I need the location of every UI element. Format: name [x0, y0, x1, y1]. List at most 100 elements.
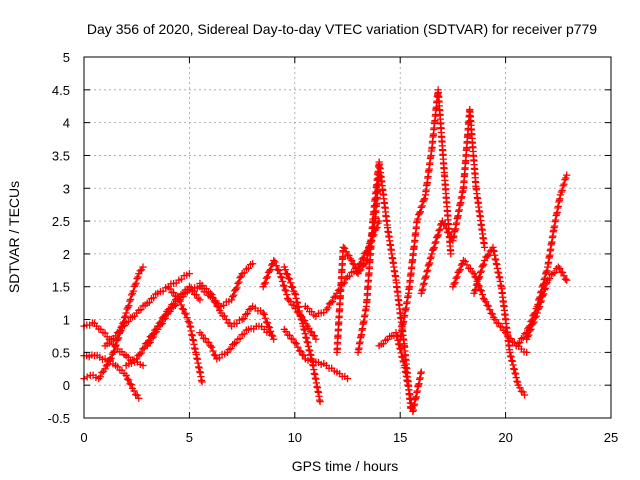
- y-tick-label: 4: [63, 116, 70, 131]
- data-point: [126, 297, 134, 305]
- data-point: [524, 333, 532, 341]
- data-point: [442, 224, 450, 233]
- data-point: [470, 270, 478, 278]
- series-track-v: [523, 263, 571, 343]
- data-point: [542, 280, 550, 288]
- data-point: [154, 325, 162, 333]
- data-point: [265, 267, 274, 275]
- data-point: [537, 297, 545, 305]
- data-point: [345, 251, 353, 260]
- data-point: [209, 347, 217, 355]
- data-point: [281, 286, 289, 294]
- data-point: [243, 309, 251, 318]
- y-tick-label: 5: [63, 50, 70, 65]
- data-point: [348, 256, 356, 265]
- data-point: [132, 390, 140, 399]
- data-point: [192, 291, 201, 299]
- data-point: [285, 331, 294, 339]
- data-point: [539, 291, 547, 299]
- series-track-h: [196, 279, 278, 343]
- data-point: [127, 291, 136, 299]
- data-point: [136, 267, 144, 275]
- data-point: [286, 279, 295, 287]
- data-point: [349, 260, 357, 268]
- data-point: [149, 294, 158, 302]
- data-point: [130, 282, 138, 291]
- data-point: [129, 287, 137, 295]
- data-point: [541, 284, 549, 292]
- data-point: [417, 203, 425, 211]
- data-point: [494, 319, 503, 327]
- data-point: [260, 310, 268, 319]
- data-point: [451, 279, 459, 287]
- series-track-l: [280, 325, 352, 383]
- data-point: [453, 273, 461, 281]
- data-point: [132, 279, 140, 287]
- data-point: [351, 264, 360, 272]
- data-point: [480, 243, 489, 251]
- data-point: [479, 261, 487, 270]
- data-point: [282, 269, 290, 278]
- data-point: [260, 280, 268, 288]
- data-point: [211, 352, 220, 360]
- data-point: [234, 279, 242, 288]
- data-point: [430, 243, 438, 252]
- data-point: [181, 309, 189, 317]
- data-point: [177, 301, 185, 309]
- data-point: [161, 314, 169, 322]
- data-point: [523, 348, 531, 356]
- data-point: [540, 286, 549, 294]
- data-point: [185, 270, 193, 278]
- data-point: [107, 354, 115, 362]
- axis-ticks: [83, 56, 612, 419]
- data-point: [134, 273, 142, 281]
- data-point: [426, 254, 435, 263]
- data-point: [477, 287, 485, 295]
- data-point: [227, 296, 236, 304]
- data-point: [476, 273, 484, 281]
- data-point: [543, 267, 551, 275]
- data-point: [206, 289, 215, 297]
- chart-title: Day 356 of 2020, Sidereal Day-to-day VTE…: [87, 21, 597, 37]
- data-point: [305, 324, 313, 332]
- data-point: [433, 232, 442, 240]
- data-point: [432, 238, 440, 246]
- data-point: [261, 279, 269, 287]
- data-point: [308, 328, 316, 336]
- data-point: [103, 361, 112, 369]
- data-point: [283, 291, 291, 299]
- data-point: [289, 335, 297, 343]
- x-tick-label: 25: [604, 430, 618, 445]
- data-point: [477, 267, 485, 275]
- data-point: [361, 260, 369, 268]
- data-point: [196, 296, 204, 304]
- data-point: [312, 335, 320, 343]
- data-point: [554, 263, 562, 271]
- data-point: [414, 215, 422, 223]
- data-point: [420, 196, 428, 204]
- data-point: [284, 274, 293, 282]
- series-track-k: [280, 263, 324, 406]
- data-point: [281, 266, 289, 274]
- data-point: [276, 270, 284, 278]
- y-tick-label: 4.5: [52, 83, 70, 98]
- data-point: [270, 335, 278, 343]
- data-point: [346, 272, 354, 280]
- data-point: [417, 368, 425, 376]
- data-point: [484, 302, 493, 310]
- data-point: [277, 273, 285, 281]
- series-track-i: [196, 322, 274, 363]
- data-point: [272, 262, 280, 270]
- data-point: [280, 282, 288, 290]
- data-point: [472, 285, 480, 294]
- data-point: [425, 260, 433, 269]
- data-point: [542, 268, 550, 276]
- data-point: [473, 280, 481, 288]
- data-point: [139, 345, 147, 353]
- data-point: [176, 297, 184, 305]
- data-point: [244, 264, 253, 272]
- series-track-d: [101, 270, 193, 350]
- data-point: [236, 334, 244, 343]
- data-point: [532, 312, 540, 320]
- data-point: [536, 298, 545, 306]
